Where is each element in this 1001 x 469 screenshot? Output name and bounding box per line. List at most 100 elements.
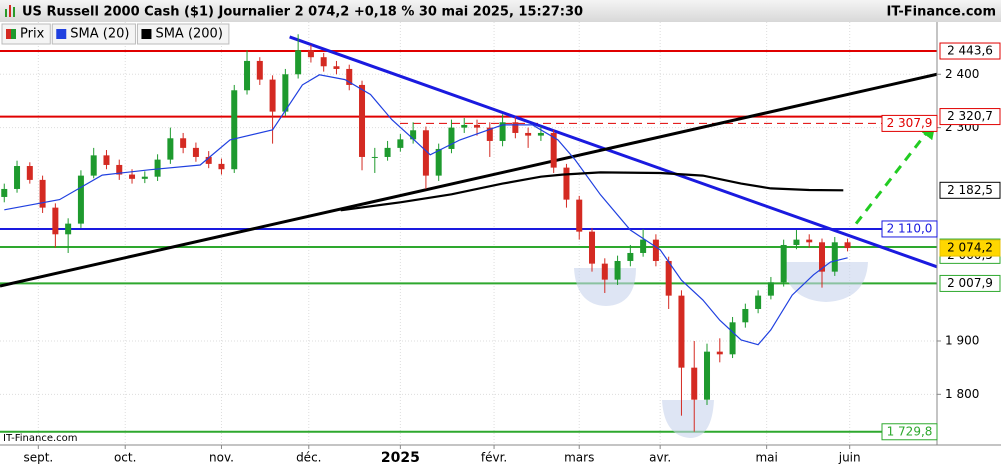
candle-body xyxy=(614,260,621,280)
level-label: 2 443,6 xyxy=(947,44,993,58)
candle-body xyxy=(704,351,711,400)
sma-line xyxy=(4,74,848,346)
candle-body xyxy=(295,50,302,75)
candle-body xyxy=(435,148,442,176)
candle-body xyxy=(244,60,251,91)
candle-body xyxy=(205,156,212,164)
shoulder-shape xyxy=(783,262,868,302)
x-tick-label: févr. xyxy=(481,451,507,465)
legend-label: Prix xyxy=(20,27,45,42)
candle-body xyxy=(307,50,314,58)
candle-body xyxy=(384,147,391,157)
x-tick-label: avr. xyxy=(649,451,671,465)
candle-body xyxy=(90,155,97,176)
candle-body xyxy=(422,130,429,176)
legend-item: SMA (20) xyxy=(51,23,136,45)
candle-body xyxy=(269,79,276,112)
level-label: 2 307,9 xyxy=(887,116,933,130)
candle-body xyxy=(563,167,570,200)
chart-title: US Russell 2000 Cash ($1) Journalier 2 0… xyxy=(22,5,583,20)
candle-body xyxy=(77,175,84,224)
candle-body xyxy=(691,367,698,400)
candle-body xyxy=(397,139,404,148)
candle-body xyxy=(14,166,21,189)
legend-label: SMA (200) xyxy=(155,27,222,42)
brand: IT-Finance.com xyxy=(887,5,996,20)
head-shape xyxy=(662,400,714,438)
candle-body xyxy=(525,132,532,136)
y-tick-label: 2 400 xyxy=(945,67,979,81)
candle-body xyxy=(320,57,327,67)
level-label: 2 320,7 xyxy=(947,109,993,123)
y-tick-label: 1 900 xyxy=(945,333,979,347)
candle-body xyxy=(793,239,800,245)
candle-body xyxy=(141,176,148,179)
app-icon xyxy=(5,5,15,17)
x-tick-label: sept. xyxy=(23,451,53,465)
level-label-box xyxy=(881,114,938,132)
candle-body xyxy=(806,239,813,243)
x-tick-label: 2025 xyxy=(381,450,420,466)
y-tick-label: 1 800 xyxy=(945,387,979,401)
candle-body xyxy=(819,242,826,272)
x-tick-label: déc. xyxy=(296,451,321,465)
legend-item: SMA (200) xyxy=(136,23,230,45)
x-tick-label: oct. xyxy=(114,451,136,465)
legend: Prix SMA (20) SMA (200) xyxy=(1,23,230,45)
plot-area xyxy=(0,22,937,445)
candle-body xyxy=(256,60,263,80)
candle-body xyxy=(103,155,110,165)
candle-body xyxy=(576,199,583,232)
candle-body xyxy=(39,179,46,208)
candle-body xyxy=(192,147,199,157)
sma-line xyxy=(340,171,844,212)
legend-swatch xyxy=(6,29,11,39)
candle-body xyxy=(346,68,353,85)
level-label: 2 182,5 xyxy=(947,183,993,197)
candle-body xyxy=(486,127,493,141)
level-label-box xyxy=(939,274,1001,292)
candle-body xyxy=(729,322,736,355)
level-label-box xyxy=(881,220,938,238)
trend-line xyxy=(0,72,938,288)
level-label: 2 007,9 xyxy=(947,276,993,290)
legend-swatch xyxy=(56,29,67,39)
candle-body xyxy=(282,74,289,112)
candle-body xyxy=(512,122,519,133)
candle-body xyxy=(167,138,174,160)
candle-body xyxy=(831,242,838,272)
level-label-box xyxy=(939,108,1001,126)
candle-body xyxy=(652,239,659,261)
legend-swatch xyxy=(141,29,152,39)
candle-body xyxy=(359,84,366,157)
legend-box xyxy=(51,23,136,45)
candle-body xyxy=(129,174,136,179)
candle-body xyxy=(116,164,123,175)
header-bar xyxy=(0,0,1001,22)
level-label: 1 729,8 xyxy=(887,424,933,438)
candle-body xyxy=(231,90,238,170)
candle-body xyxy=(448,127,455,149)
candle-body xyxy=(627,252,634,261)
candle-body xyxy=(844,242,851,249)
level-label: 2 110,0 xyxy=(887,221,933,235)
candle-body xyxy=(371,156,378,158)
candle-body xyxy=(537,132,544,136)
candle-body xyxy=(550,132,557,168)
candle-body xyxy=(474,124,481,128)
trend-line xyxy=(854,120,937,225)
candle-body xyxy=(333,66,340,69)
candle-body xyxy=(65,223,72,235)
level-label-box xyxy=(939,181,1001,199)
x-tick-label: mai xyxy=(755,451,777,465)
watermark: IT-Finance.com xyxy=(3,433,78,444)
candle-body xyxy=(410,130,417,140)
candle-body xyxy=(716,351,723,355)
candle-body xyxy=(26,166,33,180)
candle-body xyxy=(601,263,608,280)
candle-body xyxy=(780,244,787,283)
legend-label: SMA (20) xyxy=(70,27,129,42)
candle-body xyxy=(1,188,8,197)
